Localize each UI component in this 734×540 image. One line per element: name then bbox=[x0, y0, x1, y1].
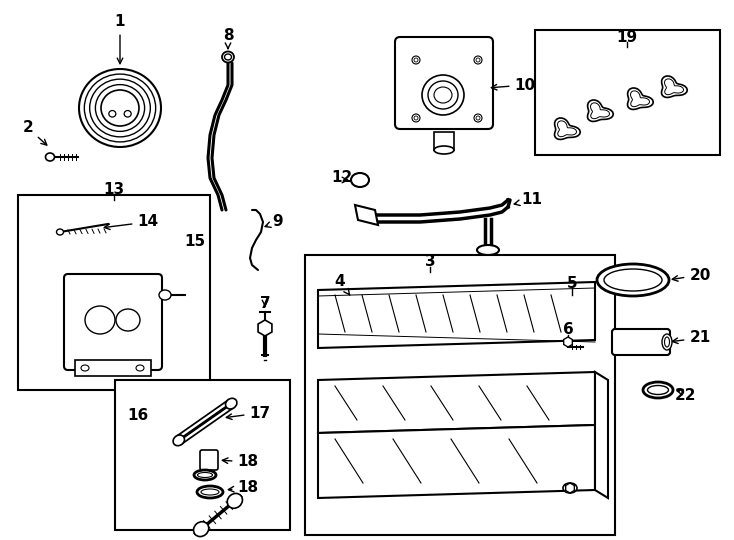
Ellipse shape bbox=[434, 146, 454, 154]
Polygon shape bbox=[318, 372, 595, 433]
Text: 15: 15 bbox=[184, 234, 206, 249]
Text: 1: 1 bbox=[115, 15, 126, 64]
Polygon shape bbox=[661, 76, 687, 98]
Text: 7: 7 bbox=[260, 295, 270, 310]
Ellipse shape bbox=[647, 386, 669, 395]
Polygon shape bbox=[318, 282, 595, 348]
Text: 2: 2 bbox=[23, 120, 47, 145]
Polygon shape bbox=[195, 496, 241, 534]
Ellipse shape bbox=[46, 153, 54, 161]
Text: 3: 3 bbox=[425, 254, 435, 269]
Text: 14: 14 bbox=[104, 214, 159, 230]
Text: 13: 13 bbox=[103, 183, 125, 198]
FancyBboxPatch shape bbox=[395, 37, 493, 129]
Ellipse shape bbox=[124, 111, 131, 117]
Ellipse shape bbox=[414, 58, 418, 62]
Ellipse shape bbox=[412, 114, 420, 122]
Text: 22: 22 bbox=[675, 388, 696, 402]
Ellipse shape bbox=[474, 56, 482, 64]
Polygon shape bbox=[587, 100, 614, 122]
Text: 18: 18 bbox=[222, 455, 258, 469]
Text: 8: 8 bbox=[222, 28, 233, 49]
Ellipse shape bbox=[643, 382, 673, 398]
Ellipse shape bbox=[474, 114, 482, 122]
Text: 16: 16 bbox=[128, 408, 148, 422]
Text: 17: 17 bbox=[226, 406, 271, 421]
Bar bbox=[434, 132, 454, 150]
Ellipse shape bbox=[412, 56, 420, 64]
Ellipse shape bbox=[101, 90, 139, 126]
Ellipse shape bbox=[225, 54, 231, 60]
Polygon shape bbox=[318, 425, 595, 498]
Text: 19: 19 bbox=[617, 30, 638, 44]
Text: 18: 18 bbox=[228, 481, 258, 496]
Polygon shape bbox=[558, 121, 577, 137]
Text: 4: 4 bbox=[335, 274, 349, 295]
Polygon shape bbox=[664, 79, 683, 94]
Ellipse shape bbox=[197, 486, 223, 498]
FancyBboxPatch shape bbox=[64, 274, 162, 370]
Bar bbox=[535, 30, 720, 155]
Polygon shape bbox=[590, 103, 609, 119]
Polygon shape bbox=[355, 205, 378, 225]
Ellipse shape bbox=[57, 229, 64, 235]
Ellipse shape bbox=[173, 435, 184, 445]
Ellipse shape bbox=[81, 365, 89, 371]
Ellipse shape bbox=[476, 58, 480, 62]
Text: 11: 11 bbox=[515, 192, 542, 207]
Ellipse shape bbox=[197, 472, 213, 477]
Ellipse shape bbox=[351, 173, 369, 187]
Ellipse shape bbox=[476, 116, 480, 120]
Bar bbox=[305, 255, 615, 535]
Ellipse shape bbox=[194, 470, 216, 480]
Text: 21: 21 bbox=[672, 330, 711, 346]
Ellipse shape bbox=[662, 334, 672, 350]
Ellipse shape bbox=[159, 290, 171, 300]
Ellipse shape bbox=[414, 116, 418, 120]
Text: 10: 10 bbox=[491, 78, 536, 92]
Ellipse shape bbox=[228, 494, 242, 508]
Ellipse shape bbox=[604, 269, 662, 291]
Ellipse shape bbox=[597, 264, 669, 296]
Ellipse shape bbox=[477, 245, 499, 255]
Text: 20: 20 bbox=[672, 267, 711, 282]
Bar bbox=[75, 360, 151, 376]
Ellipse shape bbox=[222, 51, 234, 63]
Bar bbox=[115, 380, 290, 530]
Text: 5: 5 bbox=[567, 275, 578, 291]
Ellipse shape bbox=[79, 69, 161, 147]
Polygon shape bbox=[631, 91, 650, 107]
Polygon shape bbox=[595, 372, 608, 498]
Polygon shape bbox=[554, 118, 581, 139]
Polygon shape bbox=[174, 401, 236, 443]
Ellipse shape bbox=[563, 483, 577, 493]
Ellipse shape bbox=[136, 365, 144, 371]
Ellipse shape bbox=[422, 75, 464, 115]
Ellipse shape bbox=[194, 522, 208, 537]
Ellipse shape bbox=[109, 111, 116, 117]
FancyBboxPatch shape bbox=[200, 450, 218, 470]
Bar bbox=[18, 195, 210, 390]
Polygon shape bbox=[628, 88, 653, 110]
Ellipse shape bbox=[664, 337, 669, 347]
Ellipse shape bbox=[201, 489, 219, 495]
Text: 6: 6 bbox=[563, 322, 573, 338]
FancyBboxPatch shape bbox=[612, 329, 670, 355]
Text: 12: 12 bbox=[331, 171, 352, 186]
Text: 9: 9 bbox=[265, 214, 283, 230]
Ellipse shape bbox=[225, 399, 237, 409]
